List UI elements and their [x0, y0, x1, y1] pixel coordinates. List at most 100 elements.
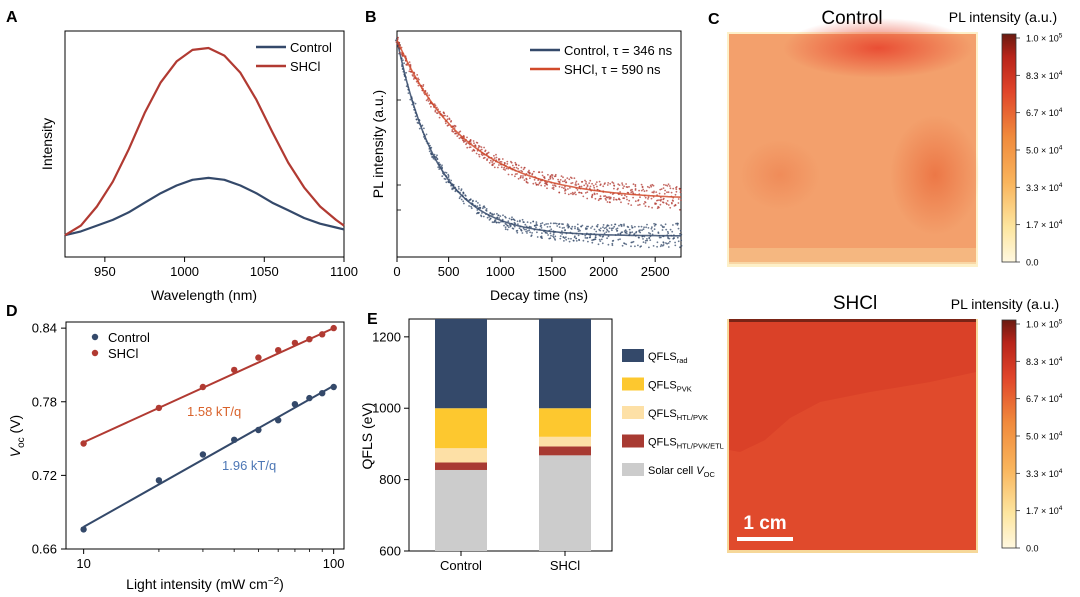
decay-point-control: [669, 228, 672, 231]
decay-point-control: [558, 226, 561, 229]
colorbar-tick-label: 5.0 × 104: [1026, 431, 1063, 442]
decay-point-control: [516, 231, 519, 234]
decay-point-shcl: [675, 186, 677, 189]
decay-point-shcl: [527, 171, 530, 174]
data-point-shcl: [306, 336, 313, 343]
legend-swatch: [622, 406, 644, 419]
decay-point-shcl: [632, 192, 635, 195]
decay-point-shcl: [623, 185, 625, 188]
decay-point-control: [592, 238, 595, 241]
colorbar-tick-mantissa: 3.3 × 10: [1026, 183, 1059, 193]
data-point-control: [275, 417, 282, 424]
decay-point-control: [577, 230, 580, 233]
decay-point-shcl: [615, 198, 618, 201]
decay-point-shcl: [465, 142, 468, 145]
decay-point-shcl: [408, 70, 411, 73]
decay-point-control: [632, 240, 635, 243]
decay-point-shcl: [511, 164, 514, 167]
decay-point-control: [543, 224, 546, 226]
decay-point-control: [556, 225, 559, 227]
decay-point-shcl: [408, 61, 411, 63]
decay-point-control: [624, 231, 627, 234]
colorbar-tick-exponent: 4: [1059, 107, 1063, 114]
decay-point-shcl: [549, 175, 552, 178]
data-point-shcl: [255, 354, 262, 361]
decay-point-control: [516, 220, 519, 223]
decay-point-shcl: [640, 189, 643, 192]
decay-point-control: [561, 233, 563, 235]
decay-point-shcl: [422, 84, 425, 86]
decay-point-shcl: [620, 201, 622, 204]
data-point-shcl: [231, 366, 238, 374]
x-tick-label: 1000: [170, 264, 199, 279]
decay-point-shcl: [547, 178, 550, 181]
decay-point-shcl: [575, 180, 578, 183]
x-tick-label: 1500: [537, 264, 566, 279]
colorbar-tick-label: 5.0 × 104: [1026, 145, 1063, 156]
decay-point-control: [425, 133, 428, 136]
decay-point-control: [671, 230, 674, 233]
bar-segment: [435, 462, 487, 470]
decay-point-shcl: [513, 166, 516, 169]
decay-point-control: [463, 202, 465, 205]
decay-point-shcl: [663, 192, 666, 195]
decay-point-control: [472, 199, 474, 202]
decay-point-shcl: [483, 146, 485, 149]
decay-point-shcl: [628, 199, 631, 202]
decay-point-shcl: [586, 185, 589, 188]
decay-point-control: [593, 228, 596, 231]
decay-point-control: [431, 156, 433, 158]
data-point-control: [199, 451, 207, 458]
decay-point-control: [496, 212, 498, 215]
legend-label: QFLSrad: [648, 351, 688, 365]
colorbar-tick-mantissa: 6.7 × 10: [1026, 108, 1059, 118]
decay-point-shcl: [596, 192, 598, 195]
decay-point-control: [407, 92, 410, 94]
decay-point-control: [513, 225, 516, 228]
decay-point-shcl: [531, 172, 534, 175]
decay-point-control: [535, 226, 537, 229]
decay-point-control: [505, 223, 508, 226]
decay-point-shcl: [586, 197, 589, 200]
decay-point-control: [450, 179, 453, 182]
decay-point-shcl: [501, 158, 504, 160]
decay-point-control: [565, 238, 568, 241]
decay-point-control: [591, 225, 594, 228]
decay-point-shcl: [483, 156, 486, 159]
decay-point-control: [530, 235, 533, 238]
decay-point-control: [498, 217, 501, 219]
decay-point-shcl: [613, 187, 615, 190]
decay-point-control: [525, 230, 527, 233]
decay-point-shcl: [564, 179, 567, 181]
x-tick-label: 1100: [330, 264, 358, 279]
decay-point-control: [552, 235, 554, 238]
decay-point-shcl: [660, 198, 663, 201]
decay-point-shcl: [520, 166, 523, 169]
decay-point-shcl: [533, 178, 536, 181]
panel-a: A Intensity Wavelength (nm) 950 1000 1050 1…: [6, 9, 358, 303]
decay-point-control: [575, 240, 578, 242]
decay-point-shcl: [666, 185, 669, 187]
decay-point-control: [414, 115, 417, 118]
decay-point-shcl: [669, 187, 672, 190]
decay-point-shcl: [571, 182, 574, 184]
legend-label-main: QFLS: [648, 351, 677, 363]
decay-point-control: [489, 211, 492, 214]
decay-point-control: [652, 245, 655, 247]
decay-point-control: [428, 150, 431, 153]
colorbar-tick-exponent: 5: [1059, 319, 1063, 326]
decay-point-shcl: [478, 153, 480, 156]
colorbar-tick-label: 1.7 × 104: [1026, 219, 1063, 230]
decay-point-control: [679, 233, 681, 235]
decay-point-shcl: [592, 184, 595, 187]
decay-point-shcl: [679, 191, 682, 194]
data-point-control: [80, 526, 87, 533]
decay-point-control: [491, 221, 494, 224]
decay-point-shcl: [570, 182, 573, 185]
decay-point-control: [595, 230, 598, 233]
decay-point-shcl: [442, 114, 445, 117]
scale-bar-label: 1 cm: [743, 513, 786, 534]
decay-point-control: [521, 218, 524, 221]
decay-point-control: [504, 228, 507, 231]
